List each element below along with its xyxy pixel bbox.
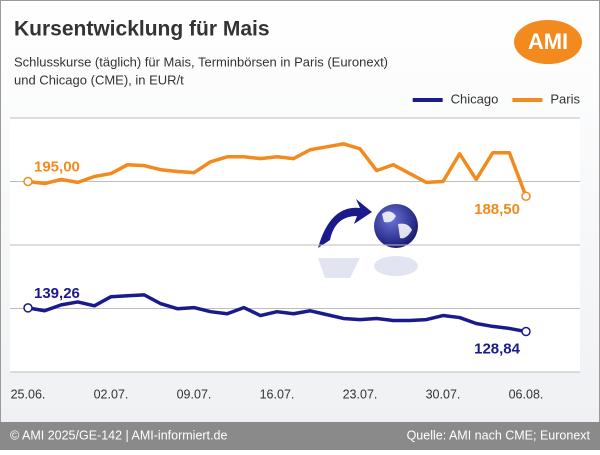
legend-label: Paris — [550, 91, 580, 106]
x-tick-label: 23.07. — [343, 387, 378, 401]
footer-left: © AMI 2025/GE-142 | AMI-informiert.de — [10, 428, 227, 442]
x-tick-label: 16.07. — [260, 387, 295, 401]
x-tick-label: 02.07. — [94, 387, 129, 401]
footer-bar — [0, 422, 600, 450]
x-tick-label: 06.08. — [509, 387, 544, 401]
data-label: 139,26 — [34, 285, 80, 302]
series-line — [27, 293, 527, 334]
logo — [514, 20, 582, 64]
series-line — [27, 142, 528, 197]
end-marker — [23, 176, 33, 187]
data-label: 128,84 — [474, 341, 521, 358]
x-tick-label: 09.07. — [177, 387, 212, 401]
x-tick-label: 30.07. — [426, 387, 461, 401]
end-marker — [521, 191, 531, 201]
footer-right: Quelle: AMI nach CME; Euronext — [407, 428, 591, 442]
end-marker — [521, 326, 531, 337]
icon — [318, 199, 418, 278]
subtitle: und Chicago (CME), in EUR/t — [14, 72, 184, 87]
x-tick-label: 25.06. — [11, 387, 46, 401]
subtitle: Schlusskurse (täglich) für Mais, Terminb… — [14, 54, 388, 69]
end-marker — [23, 303, 33, 313]
chart-title: Kursentwicklung für Mais — [14, 18, 270, 41]
legend-label: Chicago — [451, 91, 499, 106]
logo-text: AMI — [528, 29, 568, 54]
data-label: 188,50 — [474, 201, 520, 218]
data-label: 195,00 — [34, 158, 80, 175]
